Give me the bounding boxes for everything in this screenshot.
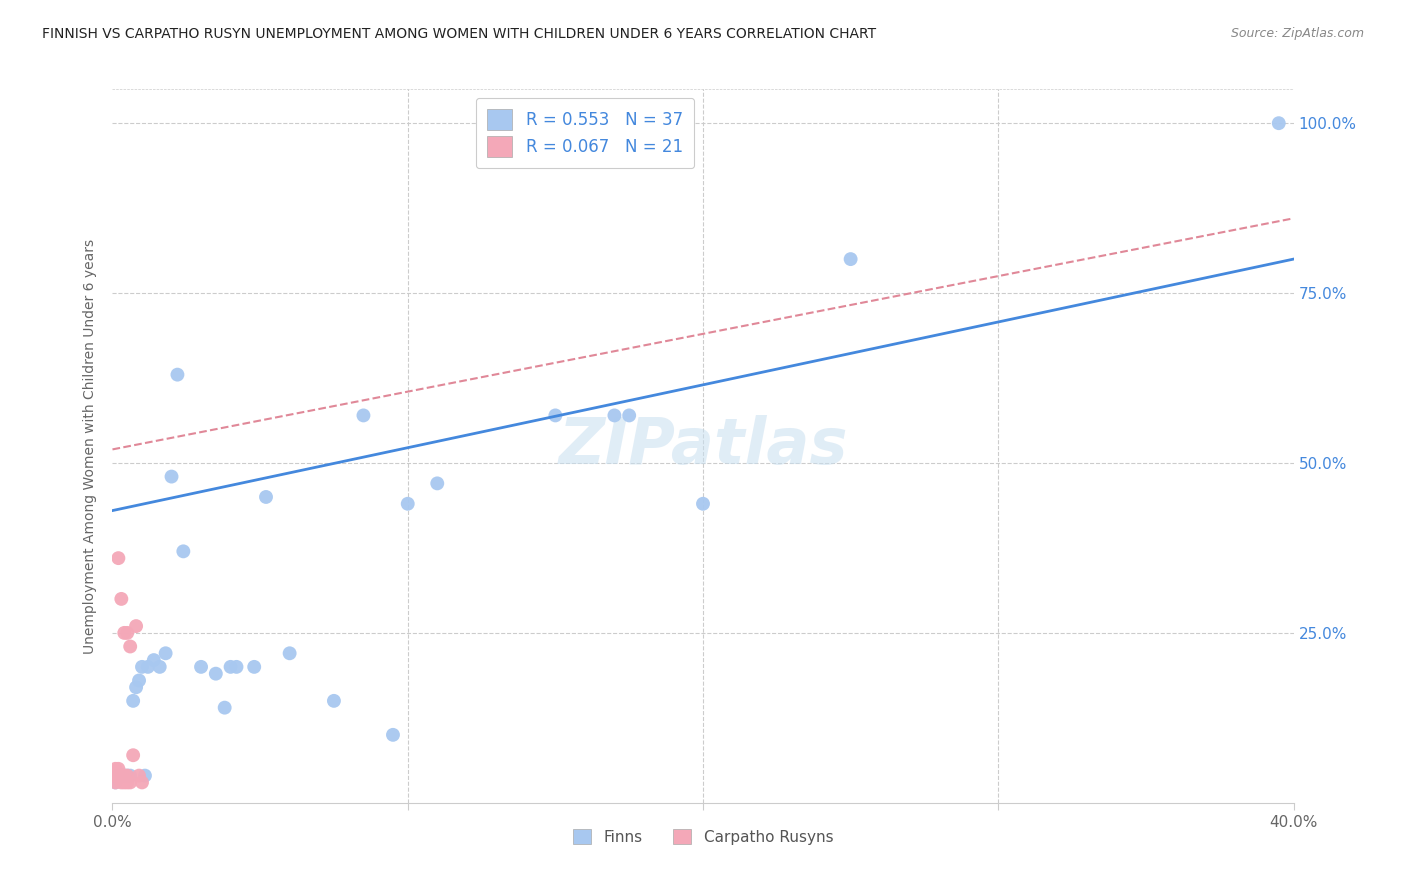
Point <box>225 660 247 674</box>
Point <box>117 626 138 640</box>
Point <box>122 694 145 708</box>
Point <box>1268 116 1291 130</box>
Point <box>131 660 153 674</box>
Point <box>125 619 148 633</box>
Point <box>110 775 132 789</box>
Point <box>117 769 138 783</box>
Point <box>104 762 127 776</box>
Point <box>142 653 165 667</box>
Point <box>107 551 129 566</box>
Point <box>352 409 374 423</box>
Point <box>122 748 145 763</box>
Point <box>136 660 159 674</box>
Point <box>110 769 132 783</box>
Point <box>603 409 626 423</box>
Point <box>205 666 228 681</box>
Text: FINNISH VS CARPATHO RUSYN UNEMPLOYMENT AMONG WOMEN WITH CHILDREN UNDER 6 YEARS C: FINNISH VS CARPATHO RUSYN UNEMPLOYMENT A… <box>42 27 876 41</box>
Point <box>160 469 183 483</box>
Point <box>117 775 138 789</box>
Point <box>125 680 148 694</box>
Point <box>219 660 242 674</box>
Point <box>112 769 135 783</box>
Point <box>619 409 641 423</box>
Point <box>426 476 449 491</box>
Point <box>172 544 194 558</box>
Point <box>120 769 142 783</box>
Point <box>104 775 127 789</box>
Point <box>544 409 567 423</box>
Y-axis label: Unemployment Among Women with Children Under 6 years: Unemployment Among Women with Children U… <box>83 238 97 654</box>
Point <box>110 591 132 606</box>
Point <box>110 769 132 783</box>
Point <box>131 775 153 789</box>
Point <box>104 775 127 789</box>
Point <box>149 660 172 674</box>
Point <box>166 368 188 382</box>
Point <box>382 728 405 742</box>
Point <box>107 762 129 776</box>
Point <box>117 769 138 783</box>
Point <box>107 769 129 783</box>
Point <box>155 646 177 660</box>
Text: ZIPatlas: ZIPatlas <box>558 415 848 477</box>
Point <box>112 626 135 640</box>
Point <box>112 769 135 783</box>
Point <box>104 769 127 783</box>
Point <box>107 769 129 783</box>
Point <box>839 252 862 266</box>
Text: Source: ZipAtlas.com: Source: ZipAtlas.com <box>1230 27 1364 40</box>
Point <box>214 700 236 714</box>
Point <box>128 769 150 783</box>
Point <box>120 775 142 789</box>
Point <box>278 646 301 660</box>
Point <box>134 769 156 783</box>
Point <box>692 497 714 511</box>
Point <box>254 490 277 504</box>
Point <box>128 673 150 688</box>
Point <box>112 775 135 789</box>
Point <box>243 660 266 674</box>
Point <box>323 694 346 708</box>
Legend: Finns, Carpatho Rusyns: Finns, Carpatho Rusyns <box>565 821 841 852</box>
Point <box>190 660 212 674</box>
Point <box>120 640 142 654</box>
Point <box>396 497 419 511</box>
